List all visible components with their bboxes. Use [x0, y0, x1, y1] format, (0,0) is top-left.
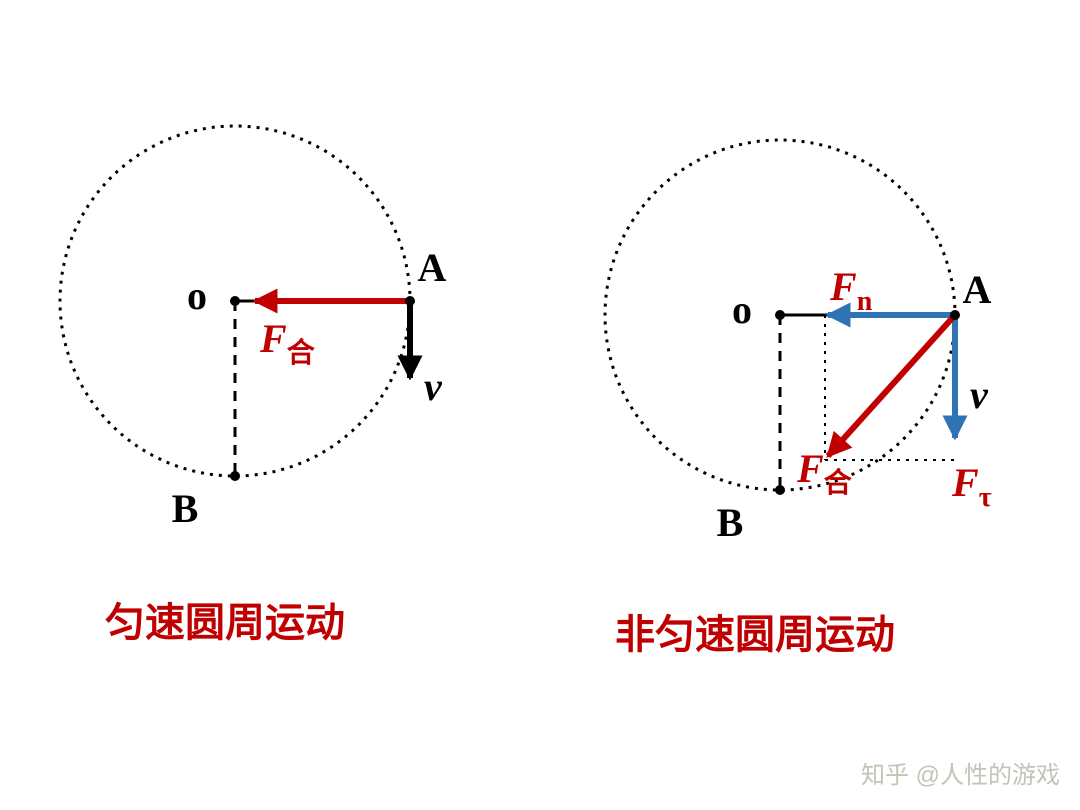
svg-text:o: o	[187, 273, 207, 318]
svg-text:F合: F合	[259, 316, 316, 369]
svg-text:B: B	[717, 500, 744, 545]
svg-text:匀速圆周运动: 匀速圆周运动	[105, 600, 345, 645]
watermark: 知乎 @人性的游戏	[861, 755, 1060, 790]
svg-text:v: v	[970, 372, 989, 417]
svg-text:A: A	[418, 245, 447, 290]
svg-text:F合: F合	[796, 446, 853, 499]
svg-text:o: o	[732, 287, 752, 332]
svg-text:v: v	[424, 364, 443, 409]
svg-text:B: B	[172, 486, 199, 531]
svg-text:A: A	[963, 267, 992, 312]
svg-text:非匀速圆周运动: 非匀速圆周运动	[615, 612, 895, 657]
svg-text:Fτ: Fτ	[951, 460, 992, 513]
svg-text:Fn: Fn	[829, 264, 873, 317]
diagram-canvas: F合 v o A B 匀速圆周运动 Fn v F合 Fτ o A B 非匀速圆周运动	[0, 0, 1080, 810]
